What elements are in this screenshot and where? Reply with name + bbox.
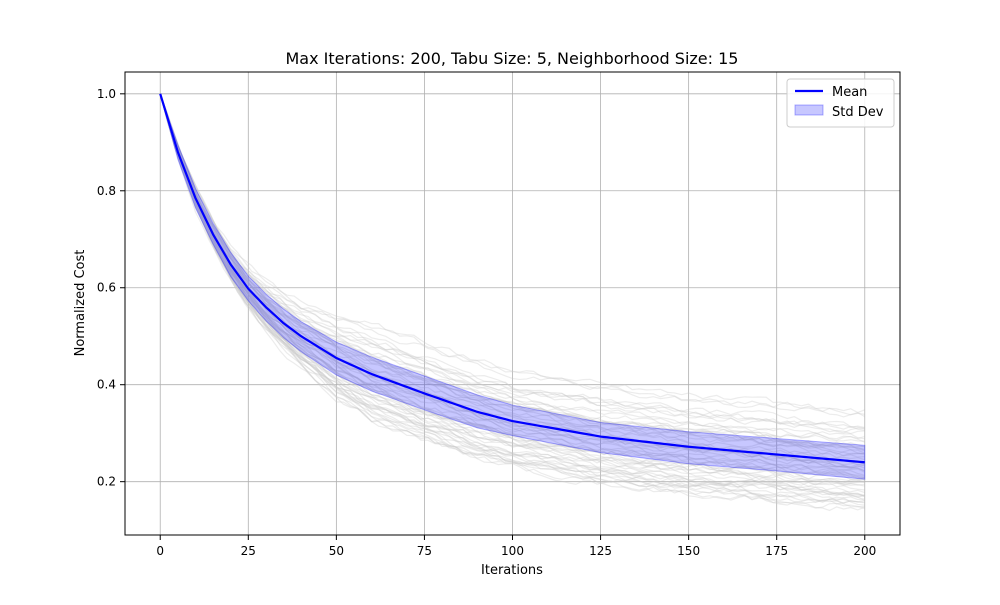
background-run-line bbox=[159, 93, 865, 497]
x-tick-label: 100 bbox=[501, 544, 524, 558]
background-run-line bbox=[159, 93, 865, 452]
background-run-line bbox=[159, 93, 865, 486]
x-tick-label: 75 bbox=[417, 544, 432, 558]
legend-std-dev-swatch bbox=[794, 104, 824, 116]
background-run-line bbox=[159, 93, 865, 455]
background-run-line bbox=[159, 93, 865, 487]
mean-line bbox=[159, 93, 865, 464]
y-axis-label: Normalized Cost bbox=[73, 250, 88, 357]
background-run-line bbox=[159, 93, 865, 434]
background-run-line bbox=[159, 93, 865, 504]
background-run-line bbox=[159, 93, 865, 479]
x-tick-label: 50 bbox=[329, 544, 344, 558]
background-run-line bbox=[159, 93, 865, 487]
x-tick-label: 125 bbox=[589, 544, 612, 558]
background-run-line bbox=[159, 93, 865, 497]
background-run-line bbox=[159, 93, 866, 501]
background-run-line bbox=[159, 93, 865, 480]
background-run-line bbox=[159, 93, 865, 503]
background-run-line bbox=[159, 93, 865, 429]
x-tick-label: 150 bbox=[677, 544, 700, 558]
background-run-line bbox=[159, 93, 865, 468]
background-run-line bbox=[159, 93, 865, 431]
background-run-line bbox=[159, 93, 865, 506]
chart-title: Max Iterations: 200, Tabu Size: 5, Neigh… bbox=[286, 49, 739, 68]
data-layer bbox=[159, 93, 866, 512]
background-run-line bbox=[159, 93, 865, 505]
background-run-line bbox=[159, 93, 865, 481]
y-tick-label: 1.0 bbox=[97, 87, 116, 101]
background-run-line bbox=[159, 93, 865, 449]
background-run-line bbox=[159, 93, 866, 418]
x-axis-label: Iterations bbox=[481, 563, 543, 578]
background-run-line bbox=[159, 93, 865, 466]
background-run-line bbox=[159, 93, 866, 443]
legend-mean-label: Mean bbox=[832, 85, 867, 100]
background-run-line bbox=[159, 93, 865, 455]
plot-area: 0 25 50 75 100 125 150 175 200 0.2 0.4 0.6 0.8 1.0 Mea… bbox=[97, 71, 901, 558]
background-run-line bbox=[159, 93, 865, 469]
y-tick-label: 0.2 bbox=[97, 475, 116, 489]
background-run-line bbox=[159, 93, 865, 491]
y-tick-label: 0.8 bbox=[97, 184, 116, 198]
background-run-line bbox=[159, 93, 865, 459]
y-tick-label: 0.4 bbox=[97, 378, 116, 392]
background-run-line bbox=[159, 93, 865, 440]
background-run-line bbox=[159, 93, 865, 458]
background-run-line bbox=[159, 93, 865, 450]
background-run-line bbox=[159, 93, 865, 455]
background-run-line bbox=[159, 93, 865, 430]
background-run-line bbox=[159, 93, 866, 473]
background-run-line bbox=[159, 93, 865, 478]
background-run-line bbox=[159, 93, 865, 512]
background-run-line bbox=[159, 93, 865, 498]
background-run-line bbox=[159, 93, 865, 484]
background-run-line bbox=[159, 93, 865, 435]
background-run-line bbox=[159, 93, 865, 416]
x-tick-label: 0 bbox=[156, 544, 164, 558]
background-run-line bbox=[159, 93, 865, 508]
background-run-line bbox=[159, 93, 865, 472]
x-tick-label: 175 bbox=[765, 544, 788, 558]
background-run-line bbox=[159, 93, 865, 442]
background-run-line bbox=[159, 93, 865, 484]
background-run-line bbox=[159, 93, 865, 448]
background-run-line bbox=[159, 93, 865, 451]
x-tick-label: 25 bbox=[241, 544, 256, 558]
background-run-line bbox=[159, 93, 865, 496]
background-run-line bbox=[159, 93, 866, 498]
background-run-line bbox=[159, 93, 865, 481]
background-run-line bbox=[159, 93, 865, 504]
background-run-line bbox=[159, 93, 865, 510]
background-run-line bbox=[159, 93, 865, 476]
background-run-line bbox=[159, 93, 865, 485]
background-run-line bbox=[159, 93, 865, 414]
background-run-line bbox=[159, 93, 865, 496]
y-tick-label: 0.6 bbox=[97, 281, 116, 295]
legend: Mean Std Dev bbox=[786, 78, 895, 128]
x-tick-label: 200 bbox=[853, 544, 876, 558]
legend-std-dev-label: Std Dev bbox=[832, 105, 884, 120]
background-run-line bbox=[159, 93, 865, 441]
